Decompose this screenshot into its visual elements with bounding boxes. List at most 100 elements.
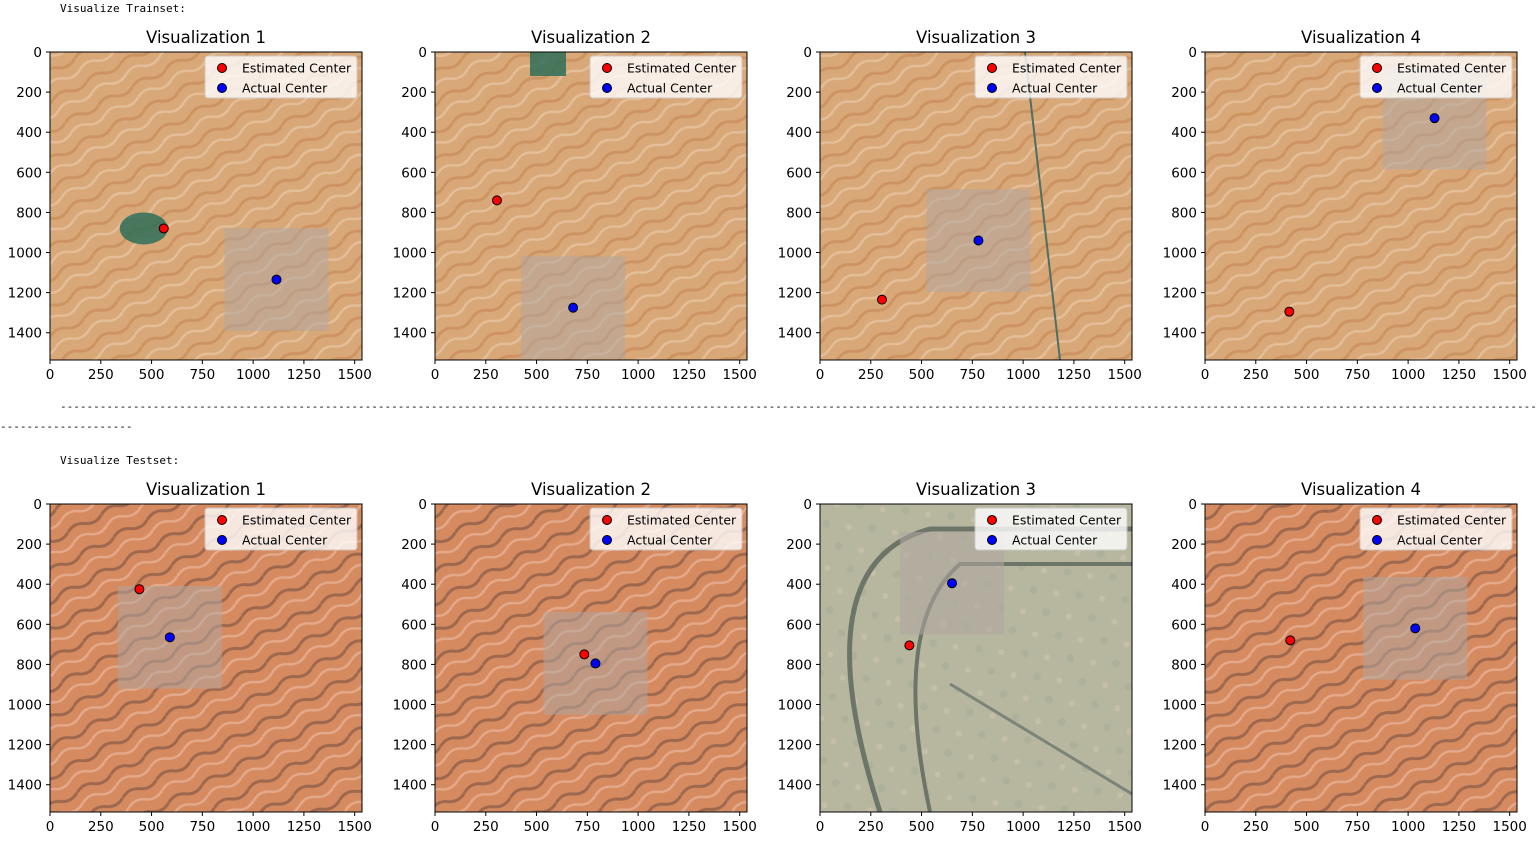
testset-figure-row: Visualization 1 0 250 500 750 1000 1250 1500 0 20…	[8, 480, 1527, 835]
y-tick-label: 0	[418, 45, 427, 61]
x-tick-label: 500	[139, 367, 165, 383]
legend-actual-label: Actual Center	[627, 81, 713, 96]
legend-estimated-marker	[217, 515, 227, 525]
legend-actual-label: Actual Center	[1397, 533, 1483, 548]
legend-estimated-marker	[1372, 515, 1382, 525]
x-tick-label: 1250	[287, 367, 321, 383]
legend-actual-marker	[217, 83, 227, 93]
chart-title: Visualization 2	[531, 28, 651, 47]
x-tick-label: 0	[431, 819, 440, 835]
trainset-figure-row: Visualization 1 0 250 500 750 1000 1250 1500 0 20…	[8, 28, 1527, 383]
y-tick-label: 1000	[778, 698, 812, 714]
y-tick-label: 600	[401, 617, 427, 633]
legend-actual-label: Actual Center	[1012, 533, 1098, 548]
actual-center-point	[271, 274, 282, 285]
separator-line-1: ----------------------------------------…	[60, 400, 1535, 413]
legend-estimated-marker	[987, 63, 997, 73]
y-tick-label: 1000	[393, 698, 427, 714]
estimated-center-point	[876, 294, 887, 305]
legend-estimated-label: Estimated Center	[1397, 513, 1507, 528]
y-tick-label: 400	[1171, 577, 1197, 593]
x-tick-label: 0	[46, 819, 55, 835]
y-tick-label: 200	[1171, 85, 1197, 101]
x-tick-label: 1000	[1006, 819, 1040, 835]
axes-frame	[1204, 51, 1518, 361]
y-tick-label: 400	[16, 125, 42, 141]
y-tick-label: 200	[401, 85, 427, 101]
x-tick-label: 500	[909, 819, 935, 835]
legend-actual-marker	[1372, 83, 1382, 93]
legend-estimated-label: Estimated Center	[242, 513, 352, 528]
legend-estimated-marker	[602, 63, 612, 73]
actual-center-point	[973, 235, 984, 246]
y-tick-label: 400	[1171, 125, 1197, 141]
y-tick-label: 1400	[778, 778, 812, 794]
x-tick-label: 1500	[723, 367, 757, 383]
x-tick-label: 500	[139, 819, 165, 835]
testset-panel-4: Visualization 4 0 250 500 750 1000 1250 1500 0 20…	[1163, 480, 1527, 835]
y-tick-label: 200	[401, 537, 427, 553]
legend-actual-marker	[602, 83, 612, 93]
testset-panel-3: Visualization 3 0 250 500 750 1000 1250 1500 0 20…	[778, 480, 1142, 835]
x-tick-label: 1000	[1006, 367, 1040, 383]
trainset-label: Visualize Trainset:	[60, 2, 186, 15]
legend: Estimated Center Actual Center	[974, 55, 1128, 99]
estimated-center-point	[1284, 306, 1295, 317]
actual-center-point	[1429, 113, 1440, 124]
legend-actual-marker	[987, 83, 997, 93]
y-tick-label: 0	[33, 497, 42, 513]
y-tick-label: 400	[401, 577, 427, 593]
x-tick-label: 1250	[672, 819, 706, 835]
legend-estimated-label: Estimated Center	[1012, 513, 1122, 528]
y-tick-label: 200	[786, 85, 812, 101]
y-tick-label: 1200	[393, 738, 427, 754]
y-tick-label: 1400	[1163, 778, 1197, 794]
y-tick-label: 1200	[778, 286, 812, 302]
estimated-center-point	[1285, 635, 1296, 646]
x-tick-label: 500	[1294, 367, 1320, 383]
x-tick-label: 250	[473, 367, 499, 383]
x-tick-label: 500	[524, 367, 550, 383]
x-tick-label: 750	[1344, 367, 1370, 383]
legend-estimated-marker	[987, 515, 997, 525]
x-tick-label: 750	[189, 819, 215, 835]
legend: Estimated Center Actual Center	[974, 507, 1128, 551]
testset-panel-2: Visualization 2 0 250 500 750 1000 1250 1500 0 20…	[393, 480, 757, 835]
y-tick-label: 800	[16, 205, 42, 221]
legend: Estimated Center Actual Center	[589, 55, 743, 99]
y-tick-label: 600	[16, 617, 42, 633]
legend-estimated-label: Estimated Center	[627, 61, 737, 76]
trainset-panel-1: Visualization 1 0 250 500 750 1000 1250 1500 0 20…	[8, 28, 372, 383]
x-tick-label: 1250	[672, 367, 706, 383]
x-tick-label: 500	[524, 819, 550, 835]
x-tick-label: 750	[959, 819, 985, 835]
x-tick-label: 250	[473, 819, 499, 835]
chart-title: Visualization 3	[916, 28, 1036, 47]
legend-estimated-label: Estimated Center	[242, 61, 352, 76]
y-tick-label: 0	[803, 497, 812, 513]
y-tick-label: 1000	[8, 698, 42, 714]
y-tick-label: 0	[33, 45, 42, 61]
legend-actual-marker	[602, 535, 612, 545]
x-tick-label: 1250	[1057, 819, 1091, 835]
chart-title: Visualization 1	[146, 28, 266, 47]
y-tick-label: 400	[786, 577, 812, 593]
x-tick-label: 1250	[287, 819, 321, 835]
x-tick-label: 1250	[1442, 367, 1476, 383]
y-tick-label: 1200	[1163, 738, 1197, 754]
y-tick-label: 200	[16, 537, 42, 553]
y-tick-label: 1400	[778, 326, 812, 342]
actual-center-point	[164, 632, 175, 643]
axes-frame	[434, 51, 748, 361]
x-tick-label: 1000	[621, 367, 655, 383]
actual-center-point	[590, 658, 601, 669]
y-tick-label: 0	[1188, 45, 1197, 61]
chart-title: Visualization 4	[1301, 480, 1421, 499]
y-tick-label: 600	[786, 617, 812, 633]
legend-estimated-marker	[217, 63, 227, 73]
y-tick-label: 400	[16, 577, 42, 593]
y-tick-label: 800	[401, 205, 427, 221]
y-tick-label: 1000	[1163, 698, 1197, 714]
y-tick-label: 1200	[1163, 286, 1197, 302]
chart-title: Visualization 1	[146, 480, 266, 499]
